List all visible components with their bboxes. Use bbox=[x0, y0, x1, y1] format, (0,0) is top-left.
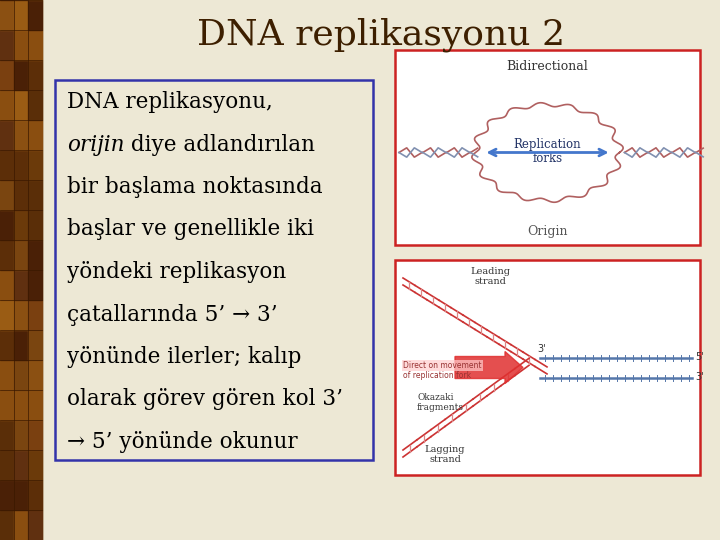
Text: Direct on movement: Direct on movement bbox=[403, 361, 482, 370]
Bar bbox=[0, 330, 14, 360]
Bar bbox=[14, 120, 28, 150]
FancyArrow shape bbox=[455, 352, 523, 383]
Text: yöndeki replikasyon: yöndeki replikasyon bbox=[67, 261, 287, 283]
Bar bbox=[28, 90, 42, 120]
Bar bbox=[0, 30, 14, 60]
Bar bbox=[28, 510, 42, 540]
Bar bbox=[55, 80, 373, 460]
Text: strand: strand bbox=[429, 455, 461, 463]
Bar bbox=[28, 420, 42, 450]
Bar bbox=[14, 60, 28, 90]
Text: çatallarında 5’ → 3’: çatallarında 5’ → 3’ bbox=[67, 303, 278, 326]
Bar bbox=[28, 60, 42, 90]
Bar bbox=[14, 390, 28, 420]
Text: Okazaki: Okazaki bbox=[417, 393, 454, 402]
Bar bbox=[0, 510, 14, 540]
Bar bbox=[0, 270, 14, 300]
Bar bbox=[395, 260, 700, 475]
Bar bbox=[14, 450, 28, 480]
Bar bbox=[14, 150, 28, 180]
Text: Lagging: Lagging bbox=[425, 444, 465, 454]
Bar bbox=[0, 360, 14, 390]
Text: başlar ve genellikle iki: başlar ve genellikle iki bbox=[67, 219, 314, 240]
Bar bbox=[14, 0, 28, 30]
Bar bbox=[0, 120, 14, 150]
Text: Replication: Replication bbox=[513, 138, 581, 151]
Bar bbox=[14, 330, 28, 360]
Bar bbox=[28, 180, 42, 210]
Text: of replication fork: of replication fork bbox=[403, 371, 471, 380]
Bar bbox=[28, 270, 42, 300]
Bar bbox=[28, 240, 42, 270]
Text: strand: strand bbox=[474, 278, 506, 287]
Bar bbox=[28, 300, 42, 330]
Bar bbox=[14, 420, 28, 450]
Bar bbox=[0, 300, 14, 330]
Bar bbox=[28, 390, 42, 420]
Text: olarak görev gören kol 3’: olarak görev gören kol 3’ bbox=[67, 388, 343, 410]
Bar bbox=[14, 300, 28, 330]
Text: 5': 5' bbox=[695, 353, 703, 362]
Bar bbox=[28, 120, 42, 150]
Text: fragments: fragments bbox=[417, 403, 464, 412]
Bar bbox=[28, 450, 42, 480]
Text: DNA replikasyonu,: DNA replikasyonu, bbox=[67, 91, 273, 113]
Bar bbox=[14, 270, 28, 300]
Text: Leading: Leading bbox=[470, 267, 510, 276]
Bar bbox=[14, 180, 28, 210]
Bar bbox=[14, 510, 28, 540]
Bar bbox=[14, 30, 28, 60]
Text: orijin: orijin bbox=[67, 133, 125, 156]
Bar bbox=[0, 0, 14, 30]
Bar bbox=[0, 60, 14, 90]
Bar bbox=[0, 210, 14, 240]
Text: Origin: Origin bbox=[527, 225, 568, 238]
Bar bbox=[0, 0, 42, 540]
Text: diye adlandırılan: diye adlandırılan bbox=[125, 133, 315, 156]
Text: yönünde ilerler; kalıp: yönünde ilerler; kalıp bbox=[67, 346, 302, 368]
Bar bbox=[0, 240, 14, 270]
Text: forks: forks bbox=[532, 152, 562, 165]
Bar bbox=[14, 360, 28, 390]
Bar bbox=[14, 210, 28, 240]
Bar bbox=[28, 150, 42, 180]
Text: → 5’ yönünde okunur: → 5’ yönünde okunur bbox=[67, 431, 297, 453]
Text: DNA replikasyonu 2: DNA replikasyonu 2 bbox=[197, 18, 565, 52]
Text: 3': 3' bbox=[537, 345, 546, 354]
Text: 3': 3' bbox=[695, 373, 703, 382]
Bar bbox=[28, 0, 42, 30]
Bar bbox=[0, 180, 14, 210]
Bar bbox=[395, 50, 700, 245]
Bar bbox=[0, 150, 14, 180]
Bar bbox=[0, 390, 14, 420]
Text: Bidirectional: Bidirectional bbox=[507, 59, 588, 72]
Bar bbox=[0, 90, 14, 120]
Bar bbox=[28, 30, 42, 60]
Bar bbox=[0, 450, 14, 480]
Bar bbox=[28, 330, 42, 360]
Bar bbox=[0, 420, 14, 450]
Text: bir başlama noktasında: bir başlama noktasında bbox=[67, 176, 323, 198]
Bar bbox=[14, 480, 28, 510]
Bar bbox=[14, 240, 28, 270]
Bar bbox=[28, 360, 42, 390]
Bar bbox=[28, 210, 42, 240]
Bar bbox=[28, 480, 42, 510]
Bar bbox=[14, 90, 28, 120]
Bar bbox=[0, 480, 14, 510]
